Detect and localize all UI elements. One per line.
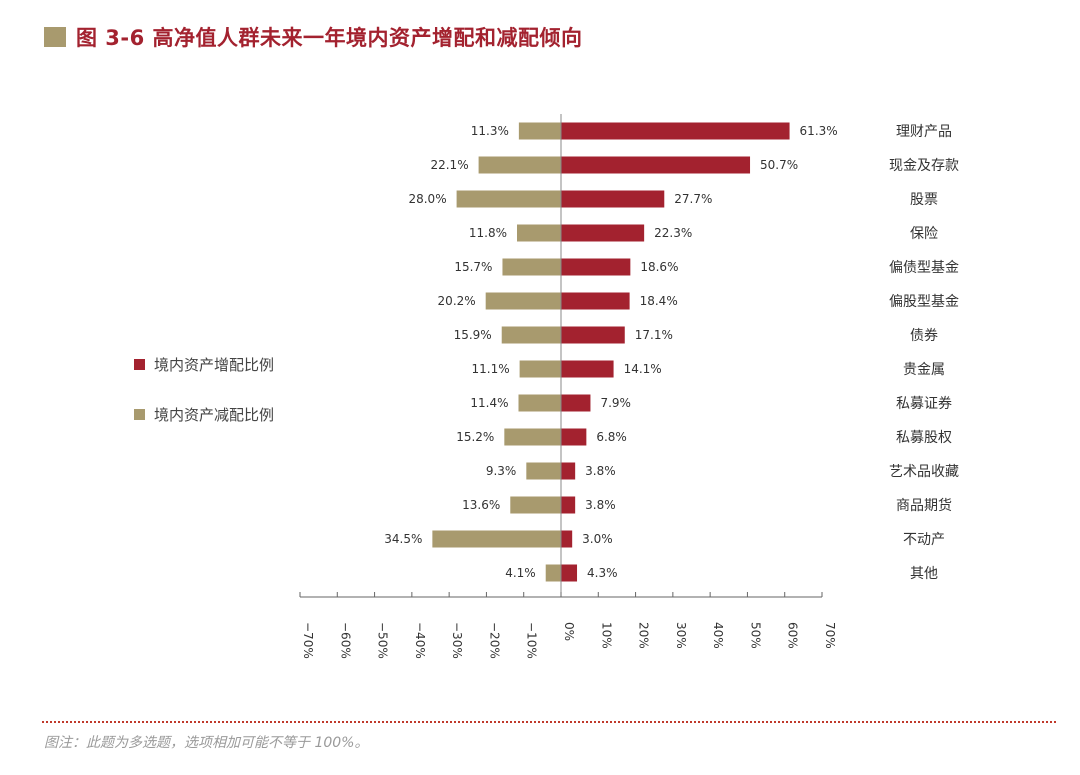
data-label-increase: 6.8% <box>596 430 627 444</box>
category-label: 其他 <box>910 566 938 582</box>
data-label-increase: 61.3% <box>800 124 838 138</box>
data-label-decrease: 22.1% <box>430 158 468 172</box>
x-tick-label: −10% <box>525 622 539 659</box>
legend-label-decrease: 境内资产减配比例 <box>154 405 275 424</box>
bar-increase <box>561 530 573 548</box>
bar-decrease <box>501 326 561 344</box>
data-label-increase: 3.8% <box>585 464 616 478</box>
bar-increase <box>561 564 578 582</box>
bar-decrease <box>545 564 561 582</box>
data-label-increase: 3.0% <box>582 532 613 546</box>
bar-decrease <box>456 190 561 208</box>
bar-decrease <box>510 496 561 514</box>
category-label: 偏股型基金 <box>889 293 959 310</box>
bar-increase <box>561 122 790 140</box>
chart-title-bar: 图 3-6 高净值人群未来一年境内资产增配和减配倾向 <box>44 22 583 52</box>
x-tick-label: 10% <box>599 622 613 649</box>
x-tick-label: −30% <box>450 622 464 659</box>
bar-increase <box>561 360 614 378</box>
x-tick-label: −50% <box>376 622 390 659</box>
x-tick-label: 0% <box>562 622 576 641</box>
x-tick-label: −60% <box>338 622 352 659</box>
bar-decrease <box>518 122 561 140</box>
x-tick-label: −40% <box>413 622 427 659</box>
category-label: 私募股权 <box>896 430 952 446</box>
legend-swatch-decrease <box>134 408 145 420</box>
footnote: 图注：此题为多选题，选项相加可能不等于 100%。 <box>44 735 369 751</box>
legend-item-decrease: 境内资产减配比例 <box>134 402 274 426</box>
data-label-increase: 17.1% <box>635 328 673 342</box>
bar-increase <box>561 258 631 276</box>
category-label: 贵金属 <box>903 362 945 378</box>
legend: 境内资产增配比例 境内资产减配比例 <box>134 352 274 452</box>
bar-decrease <box>519 360 561 378</box>
data-label-increase: 3.8% <box>585 498 616 512</box>
data-label-increase: 18.6% <box>640 260 678 274</box>
data-label-decrease: 15.2% <box>456 430 494 444</box>
data-label-decrease: 11.4% <box>470 396 508 410</box>
data-label-decrease: 11.3% <box>471 124 509 138</box>
data-label-increase: 4.3% <box>587 566 618 580</box>
category-label: 理财产品 <box>896 124 952 140</box>
data-label-decrease: 20.2% <box>438 294 476 308</box>
data-label-decrease: 9.3% <box>486 464 517 478</box>
bar-decrease <box>432 530 561 548</box>
data-label-increase: 18.4% <box>640 294 678 308</box>
data-label-decrease: 13.6% <box>462 498 500 512</box>
bar-increase <box>561 428 587 446</box>
bar-increase <box>561 394 591 412</box>
category-label: 私募证券 <box>896 396 952 412</box>
x-tick-label: 60% <box>786 622 800 649</box>
x-tick-label: −70% <box>301 622 315 659</box>
bar-increase <box>561 156 751 174</box>
data-label-decrease: 4.1% <box>505 566 536 580</box>
category-label: 债券 <box>910 328 938 344</box>
bar-increase <box>561 190 665 208</box>
bar-decrease <box>502 258 561 276</box>
bar-increase <box>561 496 576 514</box>
data-label-increase: 14.1% <box>624 362 662 376</box>
bar-increase <box>561 224 645 242</box>
bar-decrease <box>518 394 561 412</box>
footer-divider <box>42 721 1056 723</box>
data-label-decrease: 15.9% <box>454 328 492 342</box>
category-label: 偏债型基金 <box>889 259 959 276</box>
title-marker-icon <box>44 27 66 47</box>
diverging-bar-chart: 11.3% 61.3% 理财产品 22.1% 50.7% 现金及存款 28.0% 27.7% 股… <box>299 114 959 659</box>
legend-label-increase: 境内资产增配比例 <box>154 355 275 374</box>
x-tick-label: −20% <box>487 622 501 659</box>
legend-swatch-increase <box>134 358 145 370</box>
bar-increase <box>561 462 576 480</box>
bar-increase <box>561 292 630 310</box>
x-tick-label: 40% <box>711 622 725 649</box>
data-label-decrease: 11.8% <box>469 226 507 240</box>
x-tick-label: 70% <box>823 622 837 649</box>
chart-title: 图 3-6 高净值人群未来一年境内资产增配和减配倾向 <box>76 26 583 50</box>
bar-increase <box>561 326 625 344</box>
x-tick-label: 30% <box>674 622 688 649</box>
data-label-decrease: 34.5% <box>384 532 422 546</box>
bar-decrease <box>478 156 561 174</box>
data-label-increase: 22.3% <box>654 226 692 240</box>
bar-decrease <box>526 462 561 480</box>
bar-decrease <box>485 292 561 310</box>
bar-decrease <box>504 428 561 446</box>
data-label-increase: 7.9% <box>600 396 631 410</box>
legend-item-increase: 境内资产增配比例 <box>134 352 274 376</box>
category-label: 不动产 <box>903 532 945 548</box>
data-label-decrease: 15.7% <box>454 260 492 274</box>
category-label: 保险 <box>910 226 938 242</box>
data-label-increase: 27.7% <box>674 192 712 206</box>
data-label-decrease: 11.1% <box>471 362 509 376</box>
data-label-decrease: 28.0% <box>408 192 446 206</box>
category-label: 商品期货 <box>896 497 952 514</box>
category-label: 股票 <box>910 192 938 208</box>
category-label: 现金及存款 <box>889 158 959 174</box>
x-tick-label: 50% <box>748 622 762 649</box>
category-label: 艺术品收藏 <box>889 464 959 480</box>
x-tick-label: 20% <box>637 622 651 649</box>
bar-decrease <box>517 224 561 242</box>
data-label-increase: 50.7% <box>760 158 798 172</box>
